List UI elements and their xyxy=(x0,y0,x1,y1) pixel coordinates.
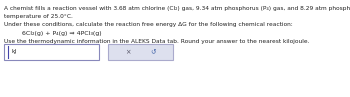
Text: ×: × xyxy=(125,49,131,55)
Text: temperature of 25.0°C.: temperature of 25.0°C. xyxy=(4,14,73,19)
FancyBboxPatch shape xyxy=(4,44,99,60)
Text: A chemist fills a reaction vessel with 3.68 atm chlorine (Cl₂) gas, 9.34 atm pho: A chemist fills a reaction vessel with 3… xyxy=(4,6,350,11)
Text: kJ: kJ xyxy=(11,49,16,55)
Text: Use the thermodynamic information in the ALEKS Data tab. Round your answer to th: Use the thermodynamic information in the… xyxy=(4,39,309,44)
Text: ↺: ↺ xyxy=(150,49,156,55)
Text: 6Cl₂(g) + P₄(g) ⇒ 4PCl₃(g): 6Cl₂(g) + P₄(g) ⇒ 4PCl₃(g) xyxy=(22,31,101,36)
FancyBboxPatch shape xyxy=(108,44,173,60)
Text: Under these conditions, calculate the reaction free energy ΔG for the following : Under these conditions, calculate the re… xyxy=(4,22,293,27)
